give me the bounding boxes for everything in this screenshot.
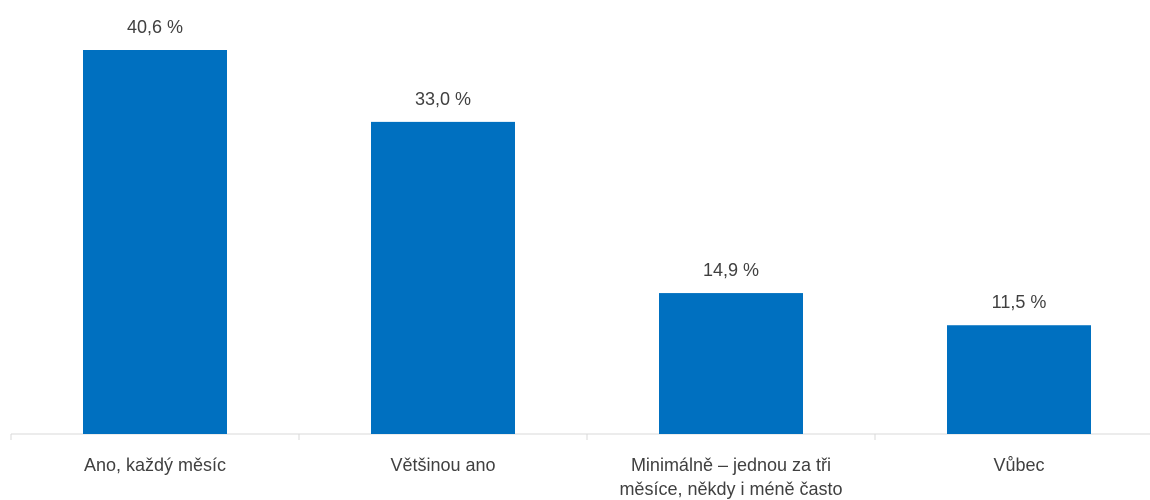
bar xyxy=(83,50,227,434)
data-label: 40,6 % xyxy=(126,17,184,37)
data-label: 33,0 % xyxy=(414,88,472,109)
data-label: 11,5 % xyxy=(991,292,1047,313)
x-tick-label: Minimálně – jednou za tři měsíce, někdy … xyxy=(619,455,843,499)
bar xyxy=(659,293,803,434)
bar xyxy=(947,325,1091,434)
x-tick-label: Ano, každý měsíc xyxy=(83,455,227,475)
x-tick-label: Vůbec xyxy=(993,455,1045,475)
x-tick-label: Většinou ano xyxy=(390,455,496,475)
data-label: 14,9 % xyxy=(702,260,760,281)
bar xyxy=(371,121,515,434)
